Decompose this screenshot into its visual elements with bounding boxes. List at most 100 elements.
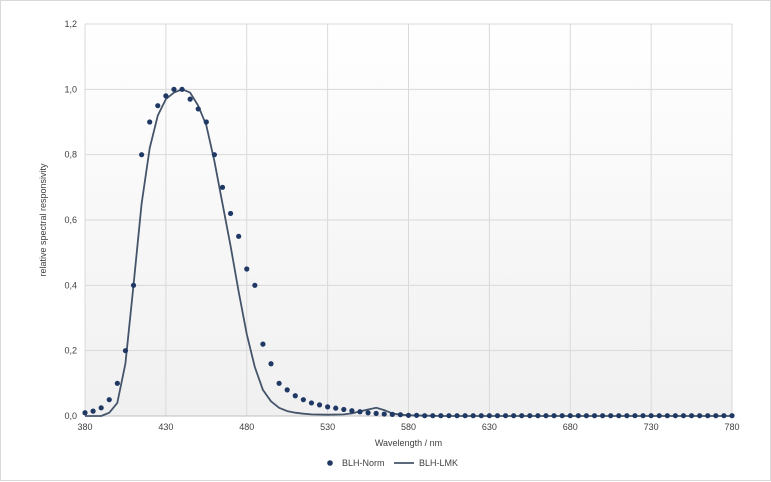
data-point-blh-norm bbox=[106, 397, 112, 403]
y-tick-label: 0,0 bbox=[64, 411, 77, 421]
data-point-blh-norm bbox=[591, 413, 598, 419]
x-tick-label: 780 bbox=[724, 422, 739, 432]
data-point-blh-norm bbox=[397, 412, 404, 418]
data-point-blh-norm bbox=[697, 413, 703, 419]
data-point-blh-norm bbox=[430, 413, 436, 419]
legend-label-blh-lmk: BLH-LMK bbox=[419, 458, 458, 468]
data-point-blh-norm bbox=[551, 413, 557, 419]
data-point-blh-norm bbox=[713, 413, 719, 419]
data-point-blh-norm bbox=[325, 404, 331, 410]
data-point-blh-norm bbox=[155, 103, 161, 109]
data-point-blh-norm bbox=[244, 266, 250, 272]
data-point-blh-norm bbox=[316, 402, 323, 408]
y-tick-label: 0,6 bbox=[64, 215, 77, 225]
data-point-blh-norm bbox=[486, 413, 492, 419]
y-axis-title: relative spectral responsivity bbox=[38, 163, 48, 277]
x-axis-title: Wavelength / nm bbox=[375, 438, 442, 448]
data-point-blh-norm bbox=[98, 405, 104, 411]
legend: BLH-Norm BLH-LMK bbox=[327, 458, 458, 468]
data-point-blh-norm bbox=[632, 413, 638, 419]
data-point-blh-norm bbox=[357, 409, 363, 415]
data-point-blh-norm bbox=[680, 413, 687, 419]
data-point-blh-norm bbox=[300, 397, 306, 403]
x-tick-label: 430 bbox=[158, 422, 173, 432]
data-point-blh-norm bbox=[292, 393, 298, 399]
y-tick-label: 1,2 bbox=[64, 19, 77, 29]
data-point-blh-norm bbox=[640, 413, 646, 419]
y-tick-label: 0,4 bbox=[64, 280, 77, 290]
data-point-blh-norm bbox=[268, 361, 274, 367]
data-point-blh-norm bbox=[502, 413, 509, 419]
data-point-blh-norm bbox=[494, 413, 501, 419]
data-point-blh-norm bbox=[252, 282, 258, 288]
data-point-blh-norm bbox=[365, 410, 371, 416]
legend-marker-blh-norm bbox=[327, 460, 333, 466]
data-point-blh-norm bbox=[624, 413, 630, 419]
data-point-blh-norm bbox=[446, 413, 452, 419]
data-point-blh-norm bbox=[559, 413, 565, 419]
data-point-blh-norm bbox=[179, 86, 185, 92]
x-tick-label: 580 bbox=[401, 422, 416, 432]
data-point-blh-norm bbox=[422, 413, 428, 419]
data-point-blh-norm bbox=[308, 400, 315, 406]
data-point-blh-norm bbox=[276, 380, 282, 386]
data-point-blh-norm bbox=[527, 413, 533, 419]
data-point-blh-norm bbox=[688, 413, 695, 419]
data-point-blh-norm bbox=[114, 380, 120, 386]
data-point-blh-norm bbox=[672, 413, 678, 419]
data-point-blh-norm bbox=[130, 282, 137, 288]
data-point-blh-norm bbox=[608, 413, 614, 419]
data-point-blh-norm bbox=[567, 413, 573, 419]
data-point-blh-norm bbox=[656, 413, 662, 419]
data-point-blh-norm bbox=[236, 233, 242, 239]
data-point-blh-norm bbox=[90, 408, 96, 414]
x-tick-label: 730 bbox=[644, 422, 659, 432]
data-point-blh-norm bbox=[373, 410, 379, 416]
data-point-blh-norm bbox=[543, 413, 549, 419]
data-point-blh-norm bbox=[389, 411, 395, 417]
data-point-blh-norm bbox=[413, 412, 420, 418]
data-point-blh-norm bbox=[648, 413, 654, 419]
data-point-blh-norm bbox=[511, 413, 517, 419]
data-point-blh-norm bbox=[139, 152, 145, 158]
y-tick-label: 1,0 bbox=[64, 84, 77, 94]
data-point-blh-norm bbox=[438, 413, 444, 419]
series bbox=[82, 86, 735, 419]
data-point-blh-norm bbox=[519, 413, 525, 419]
data-point-blh-norm bbox=[227, 210, 234, 217]
data-point-blh-norm bbox=[454, 413, 460, 419]
data-point-blh-norm bbox=[333, 405, 339, 411]
data-point-blh-norm bbox=[470, 413, 476, 419]
data-point-blh-norm bbox=[187, 96, 193, 102]
data-point-blh-norm bbox=[575, 413, 581, 419]
data-point-blh-norm bbox=[705, 413, 711, 419]
x-tick-label: 680 bbox=[563, 422, 578, 432]
data-point-blh-norm bbox=[664, 413, 670, 419]
data-point-blh-norm bbox=[462, 413, 468, 419]
x-tick-label: 480 bbox=[239, 422, 254, 432]
data-point-blh-norm bbox=[535, 413, 541, 419]
data-point-blh-norm bbox=[203, 119, 209, 125]
data-point-blh-norm bbox=[600, 413, 606, 419]
data-point-blh-norm bbox=[729, 413, 735, 419]
data-point-blh-norm bbox=[583, 413, 590, 419]
x-tick-label: 530 bbox=[320, 422, 335, 432]
x-tick-label: 380 bbox=[77, 422, 92, 432]
data-point-blh-norm bbox=[284, 387, 290, 393]
x-tick-label: 630 bbox=[482, 422, 497, 432]
data-point-blh-norm bbox=[349, 408, 355, 414]
data-point-blh-norm bbox=[163, 93, 169, 99]
data-point-blh-norm bbox=[381, 411, 387, 417]
data-point-blh-norm bbox=[122, 348, 129, 354]
data-point-blh-norm bbox=[616, 413, 622, 419]
data-point-blh-norm bbox=[219, 184, 226, 190]
y-tick-label: 0,2 bbox=[64, 346, 77, 356]
data-point-blh-norm bbox=[405, 412, 412, 418]
data-point-blh-norm bbox=[478, 413, 484, 419]
data-point-blh-norm bbox=[171, 86, 177, 92]
data-point-blh-norm bbox=[341, 406, 347, 413]
data-point-blh-norm bbox=[82, 410, 88, 416]
y-tick-label: 0,8 bbox=[64, 150, 77, 160]
